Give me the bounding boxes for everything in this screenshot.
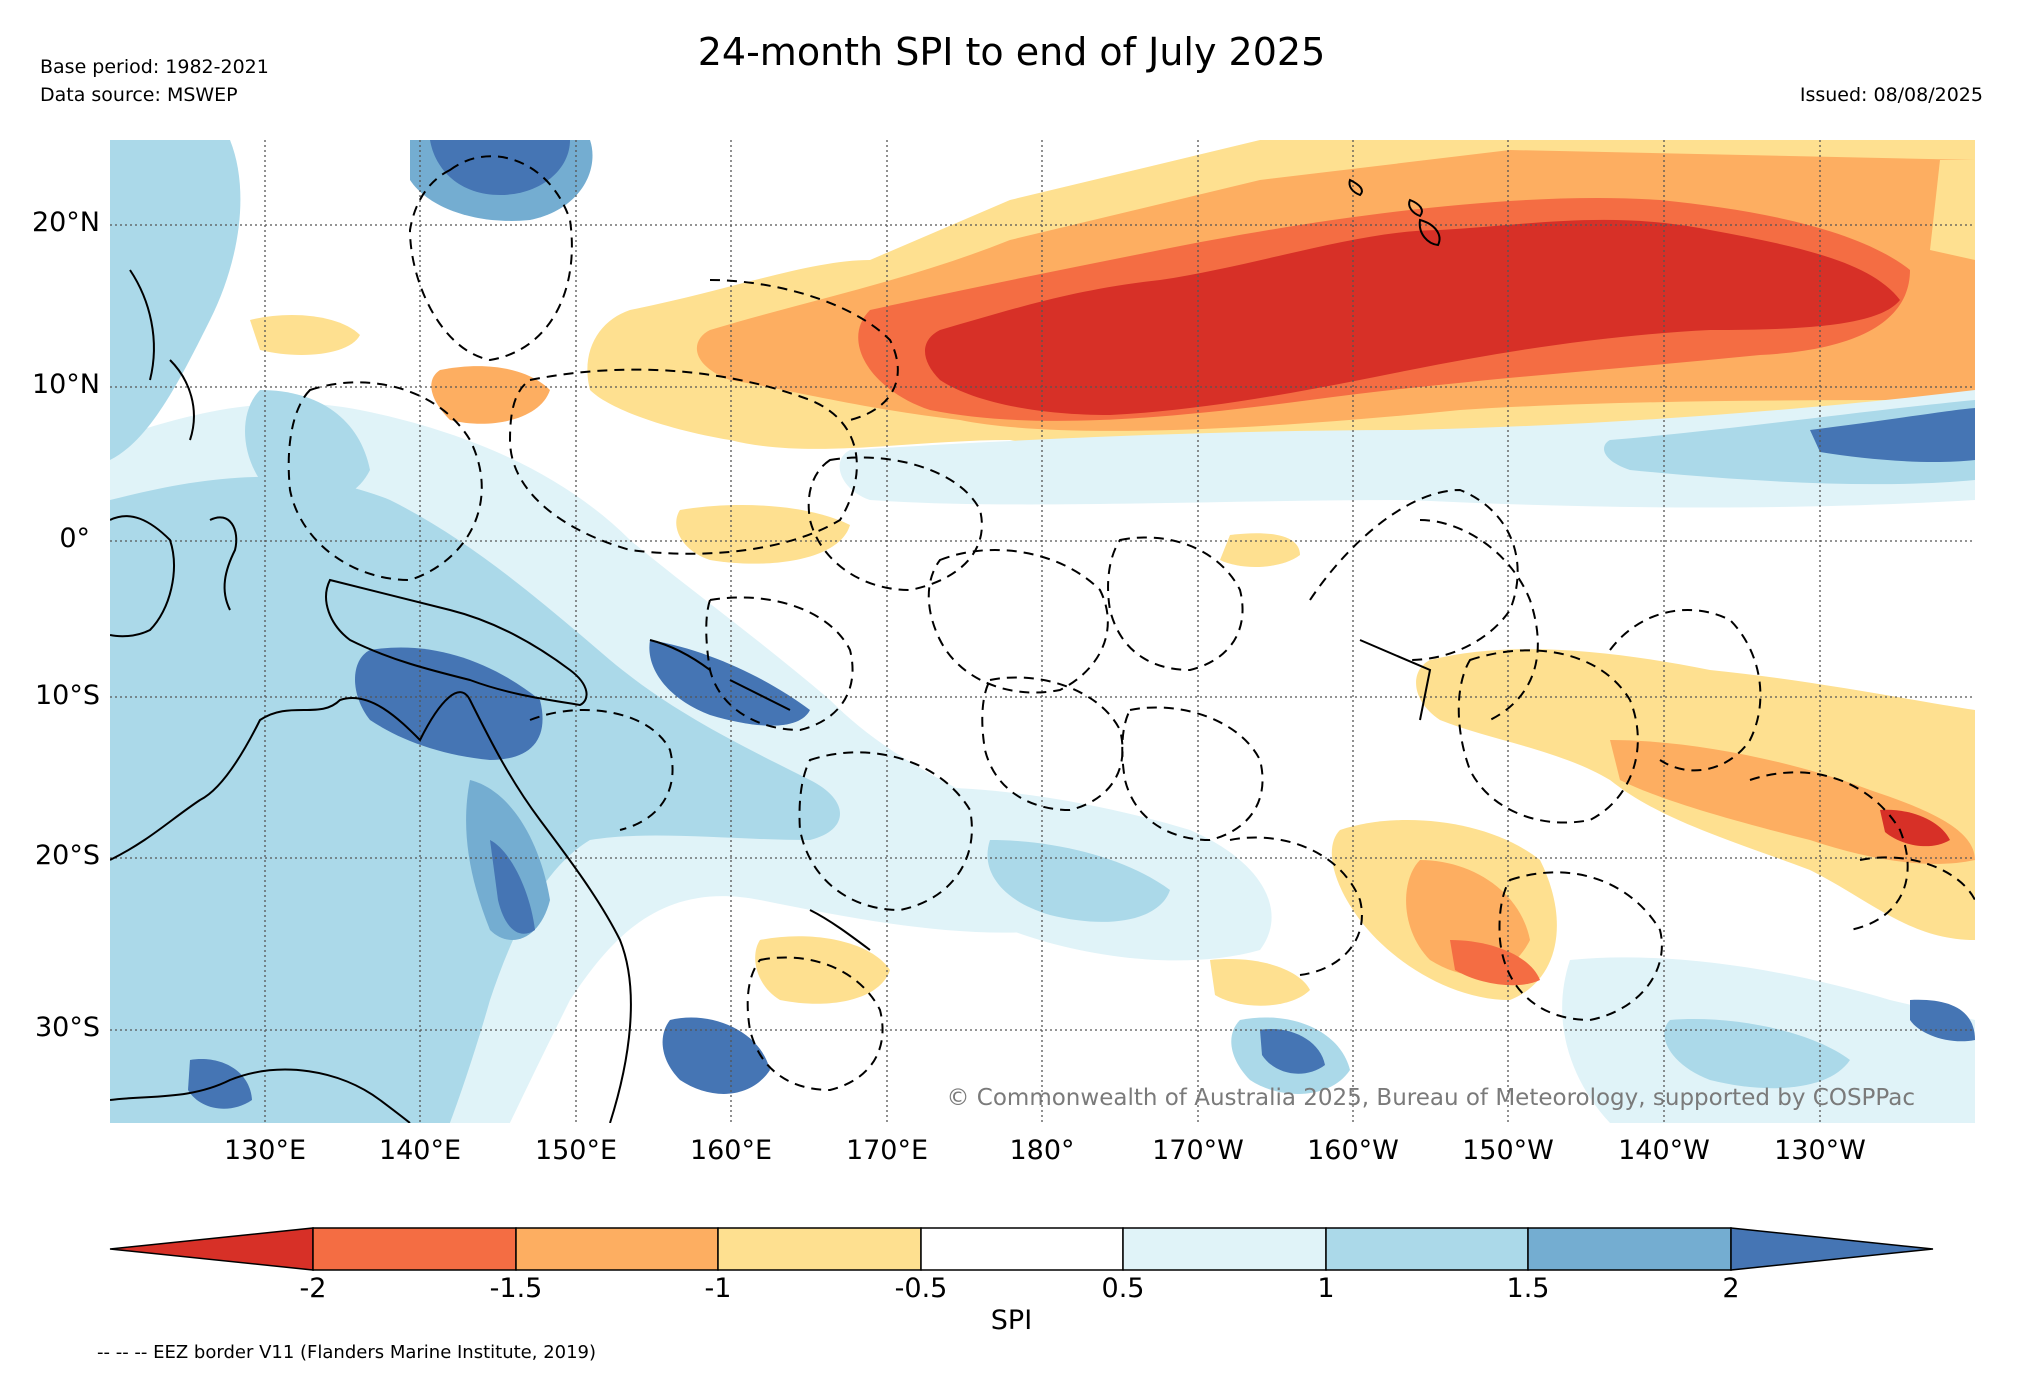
colorbar-tick-7: 2	[1722, 1273, 1740, 1304]
wet-region-solomon	[649, 640, 810, 726]
base-period-text: Base period: 1982-2021	[40, 56, 269, 78]
wet-region-south-mid-strong	[1260, 1029, 1325, 1074]
colorbar-tick-3: -0.5	[894, 1273, 948, 1304]
lon-label-170w: 170°W	[1152, 1135, 1244, 1166]
colorbar-segments	[109, 1227, 1934, 1271]
coast-hawaii-1	[1348, 178, 1363, 197]
wet-region-north-west-strong	[430, 140, 570, 195]
coast-png	[325, 578, 588, 707]
wet-region-png-strong	[355, 647, 543, 760]
coastlines	[110, 178, 1441, 1123]
coast-south-australia	[110, 1068, 411, 1123]
dry-patch-south-1	[755, 936, 890, 1004]
lon-label-160w: 160°W	[1307, 1135, 1399, 1166]
dry-patch-south-2	[1210, 959, 1310, 1006]
lon-label-150e: 150°E	[534, 1135, 618, 1166]
coast-philippines-1	[129, 269, 155, 381]
lon-label-130e: 130°E	[223, 1135, 307, 1166]
lat-label-10n: 10°N	[31, 369, 100, 400]
dry-region-south-pacific-mid	[1610, 740, 1975, 864]
colorbar-tick-1: -1.5	[489, 1273, 543, 1304]
eez-borders	[287, 155, 1975, 1092]
colorbar-tick-6: 1.5	[1506, 1273, 1550, 1304]
lat-label-30s: 30°S	[35, 1012, 100, 1043]
wet-region-south-east-strong	[1910, 999, 1975, 1042]
lon-label-170e: 170°E	[845, 1135, 929, 1166]
lon-label-160e: 160°E	[689, 1135, 773, 1166]
graticule	[110, 140, 1975, 1123]
lat-label-equator: 0°	[59, 523, 90, 554]
dry-patch-4	[676, 505, 850, 564]
dry-region-south-pacific-strong	[1880, 809, 1950, 847]
colorbar-segment-5	[1122, 1227, 1327, 1271]
lon-label-140w: 140°W	[1618, 1135, 1710, 1166]
colorbar-tick-4: 0.5	[1101, 1273, 1145, 1304]
colorbar-segment-1	[312, 1227, 517, 1271]
colorbar-segment-6	[1325, 1227, 1529, 1271]
colorbar-tick-2: -1	[704, 1273, 732, 1304]
coast-new-caledonia	[809, 909, 871, 951]
data-source-text: Data source: MSWEP	[40, 84, 238, 106]
spi-map: © Commonwealth of Australia 2025, Bureau…	[110, 140, 1975, 1123]
colorbar-tick-5: 1	[1317, 1273, 1335, 1304]
lon-label-130w: 130°W	[1774, 1135, 1866, 1166]
wet-region-qld-strong	[490, 840, 535, 934]
colorbar-segment-7	[1527, 1227, 1732, 1271]
dry-region-north-pacific-extreme	[925, 219, 1900, 415]
wet-region-philippines	[110, 140, 241, 460]
coast-sulawesi	[209, 516, 238, 611]
lon-label-180: 180°	[1009, 1135, 1075, 1166]
lon-label-150w: 150°W	[1462, 1135, 1554, 1166]
colorbar-tick-0: -2	[299, 1273, 327, 1304]
coast-australia	[110, 691, 632, 1123]
lon-label-140e: 140°E	[378, 1135, 462, 1166]
wet-band-north-equatorial-strong	[1810, 408, 1975, 463]
colorbar-segment-4	[920, 1227, 1124, 1271]
coast-solomon-1	[649, 639, 711, 671]
wet-region-south-central-mid	[987, 840, 1170, 922]
dry-patch-2	[431, 366, 550, 424]
wet-band-north-equatorial	[839, 390, 1975, 508]
maritime-boundary-solid	[1359, 639, 1432, 721]
coast-hawaii-2	[1408, 198, 1423, 218]
coast-solomon-2	[729, 679, 791, 711]
lat-label-10s: 10°S	[35, 680, 100, 711]
lat-label-20s: 20°S	[35, 840, 100, 871]
dry-region-subtropical-ne	[1930, 160, 1975, 260]
spi-map-canvas	[110, 140, 1975, 1123]
dry-region-south-central-strong	[1450, 940, 1540, 986]
dry-patch-3	[250, 315, 360, 355]
colorbar-segment-3	[717, 1227, 922, 1271]
map-title: 24-month SPI to end of July 2025	[697, 30, 1326, 74]
copyright-text: © Commonwealth of Australia 2025, Bureau…	[946, 1085, 1915, 1111]
lat-label-20n: 20°N	[31, 207, 100, 238]
dry-region-south-central-mid	[1406, 860, 1530, 976]
colorbar-extend-low	[109, 1227, 314, 1271]
issued-date-text: Issued: 08/08/2025	[1799, 84, 1983, 106]
eez-footnote: -- -- -- EEZ border V11 (Flanders Marine…	[97, 1342, 597, 1363]
colorbar-segment-2	[515, 1227, 719, 1271]
wet-region-south-east-mid	[1664, 1019, 1850, 1089]
coast-hawaii-big	[1418, 218, 1441, 247]
coast-borneo	[110, 515, 175, 638]
colorbar-label: SPI	[990, 1305, 1033, 1336]
coast-philippines-2	[169, 359, 195, 441]
wet-region-marshall	[245, 390, 370, 502]
wet-region-bottom	[662, 1017, 770, 1094]
colorbar-extend-high	[1730, 1227, 1934, 1271]
